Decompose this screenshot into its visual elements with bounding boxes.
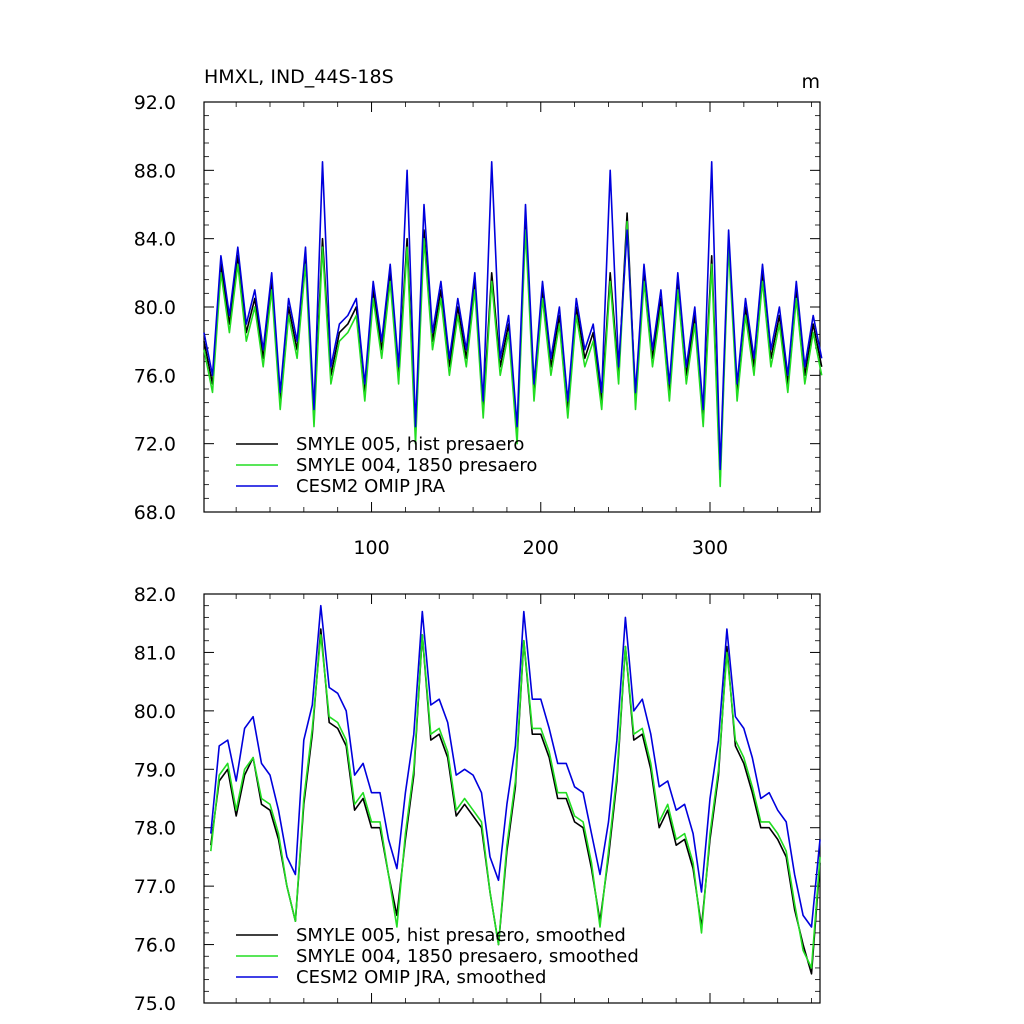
series-line-1	[210, 634, 821, 969]
y-tick-label: 88.0	[134, 160, 176, 182]
y-axis: 75.0 76.0 77.0 78.0 79.0 80.0 81.0 82.0	[134, 584, 820, 1015]
y-tick-label: 92.0	[134, 92, 176, 114]
y-tick-label: 84.0	[134, 229, 176, 251]
series-line-0	[210, 628, 821, 975]
units-label: m	[801, 71, 820, 93]
series-line-1	[203, 220, 823, 488]
legend-label: SMYLE 005, hist presaero, smoothed	[296, 925, 626, 946]
legend-label: SMYLE 005, hist presaero	[296, 434, 524, 455]
y-tick-label: 78.0	[134, 818, 176, 840]
plot-frame	[203, 593, 821, 1004]
top-panel: HMXL, IND_44S-18S m 68.0 72.0 76.0 80.0 84.0…	[134, 66, 823, 559]
x-tick-label: 200	[523, 537, 559, 559]
x-axis: 100 200 300	[235, 102, 812, 559]
y-tick-label: 80.0	[134, 297, 176, 319]
x-tick-label: 300	[692, 537, 728, 559]
legend-label: SMYLE 004, 1850 presaero, smoothed	[296, 946, 639, 967]
y-tick-label: 75.0	[134, 993, 176, 1015]
x-axis	[235, 594, 812, 1003]
y-tick-label: 76.0	[134, 935, 176, 957]
y-tick-label: 77.0	[134, 876, 176, 898]
y-tick-label: 68.0	[134, 502, 176, 524]
legend-label: CESM2 OMIP JRA	[296, 476, 446, 497]
series-lines	[210, 604, 821, 975]
x-tick-label: 100	[353, 537, 389, 559]
bottom-panel: 75.0 76.0 77.0 78.0 79.0 80.0 81.0 82.0 SMYLE 0…	[134, 584, 821, 1015]
chart-title: HMXL, IND_44S-18S	[204, 66, 394, 88]
series-lines	[203, 161, 823, 488]
y-tick-label: 72.0	[134, 434, 176, 456]
y-tick-label: 79.0	[134, 759, 176, 781]
y-axis: 68.0 72.0 76.0 80.0 84.0 88.0 92.0	[134, 92, 820, 524]
y-tick-label: 82.0	[134, 584, 176, 606]
legend: SMYLE 005, hist presaero, smoothedSMYLE …	[236, 925, 639, 988]
y-tick-label: 81.0	[134, 642, 176, 664]
legend-label: CESM2 OMIP JRA, smoothed	[296, 967, 546, 988]
y-tick-label: 76.0	[134, 365, 176, 387]
series-line-2	[210, 604, 821, 928]
legend-label: SMYLE 004, 1850 presaero	[296, 455, 537, 476]
series-line-2	[203, 161, 823, 471]
y-tick-label: 80.0	[134, 701, 176, 723]
